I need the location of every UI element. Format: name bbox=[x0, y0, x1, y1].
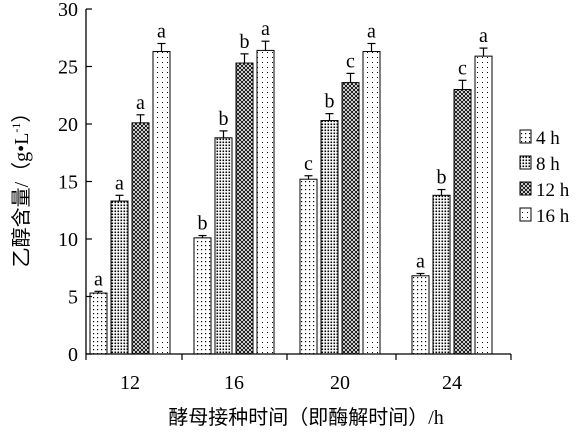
bar bbox=[214, 137, 233, 355]
x-axis-ticks: 12 16 20 24 bbox=[85, 354, 512, 394]
bar bbox=[299, 178, 318, 355]
y-axis-title-main: 乙醇含量/（g•L bbox=[10, 133, 33, 268]
y-axis-title-close: ） bbox=[10, 103, 33, 123]
bar bbox=[89, 292, 108, 355]
x-axis-title: 酵母接种时间（即酶解时间）/h bbox=[168, 406, 444, 429]
bar bbox=[256, 49, 275, 355]
legend-label: 12 h bbox=[536, 180, 570, 201]
bar bbox=[453, 89, 472, 355]
bar bbox=[362, 51, 381, 355]
x-tick-label: 16 bbox=[224, 372, 244, 394]
legend: 4 h 8 h 12 h 16 h bbox=[519, 128, 570, 227]
bar bbox=[235, 62, 254, 355]
bar bbox=[193, 237, 212, 355]
significance-letter: a bbox=[115, 172, 124, 194]
significance-letter: c bbox=[304, 153, 313, 175]
significance-letter: a bbox=[136, 92, 145, 114]
y-axis-title-superscript: -1 bbox=[9, 123, 23, 133]
bar bbox=[110, 200, 129, 355]
bar bbox=[474, 55, 493, 355]
legend-swatch bbox=[519, 155, 532, 170]
significance-letter: c bbox=[346, 50, 355, 72]
bar bbox=[341, 82, 360, 355]
bar bbox=[411, 275, 430, 355]
significance-letter: a bbox=[416, 251, 425, 273]
y-tick-label: 10 bbox=[58, 229, 78, 251]
y-tick-label: 25 bbox=[58, 57, 78, 79]
significance-letter: a bbox=[261, 18, 270, 40]
significance-letter: a bbox=[157, 21, 166, 43]
y-tick-label: 0 bbox=[68, 344, 78, 366]
legend-label: 4 h bbox=[536, 128, 560, 149]
y-axis-title: 乙醇含量/（g•L-1） bbox=[9, 103, 33, 268]
significance-letter: b bbox=[325, 91, 335, 113]
x-tick-label: 20 bbox=[330, 372, 350, 394]
x-tick-label: 24 bbox=[442, 372, 462, 394]
significance-letter: b bbox=[219, 108, 229, 130]
y-axis-ticks: 0 5 10 15 20 25 30 bbox=[58, 0, 92, 366]
legend-swatch bbox=[519, 207, 532, 222]
legend-swatch bbox=[519, 129, 532, 144]
bar bbox=[320, 120, 339, 355]
y-tick-label: 20 bbox=[58, 114, 78, 136]
bar bbox=[432, 194, 451, 355]
significance-letter: c bbox=[458, 57, 467, 79]
y-tick-label: 5 bbox=[68, 287, 78, 309]
legend-label: 16 h bbox=[536, 206, 570, 227]
significance-letter: a bbox=[367, 21, 376, 43]
significance-letter: b bbox=[198, 213, 208, 235]
bar bbox=[131, 122, 150, 355]
legend-swatch bbox=[519, 181, 532, 196]
bar bbox=[152, 51, 171, 355]
y-tick-label: 30 bbox=[58, 0, 78, 21]
legend-label: 8 h bbox=[536, 154, 560, 175]
significance-letter: b bbox=[240, 31, 250, 53]
significance-letter: a bbox=[479, 25, 488, 47]
significance-letter: a bbox=[94, 268, 103, 290]
significance-letter: b bbox=[437, 167, 447, 189]
x-tick-label: 12 bbox=[120, 372, 140, 394]
y-tick-label: 15 bbox=[58, 172, 78, 194]
